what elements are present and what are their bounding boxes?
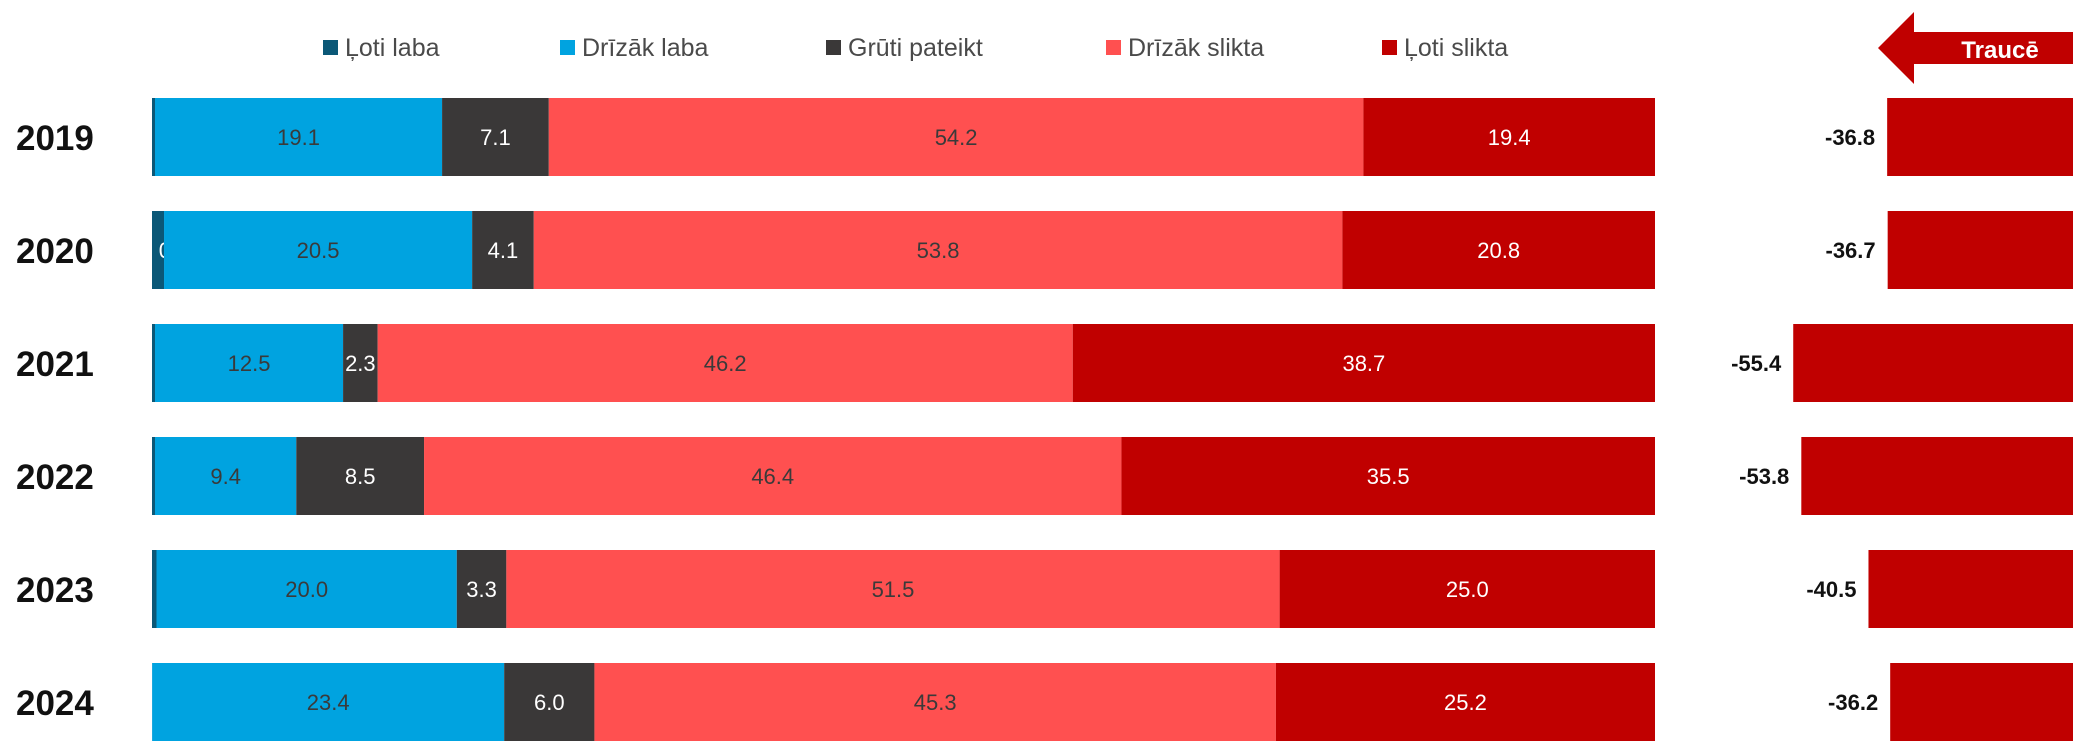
legend-label: Grūti pateikt	[848, 34, 983, 62]
balance-value: -53.8	[1739, 464, 1789, 489]
bar-segment	[156, 550, 457, 628]
balance-bar	[1801, 437, 2073, 515]
balance-bar	[1793, 324, 2073, 402]
balance-value: -36.8	[1825, 125, 1875, 150]
bar-segment	[1121, 437, 1655, 515]
legend-label: Drīzāk slikta	[1128, 34, 1264, 62]
bar-segment	[1275, 663, 1655, 741]
data-label: 9.4	[210, 464, 241, 489]
data-label: 35.5	[1367, 464, 1410, 489]
legend: Ļoti laba Drīzāk laba Grūti pateikt Drīzāk …	[323, 34, 1508, 62]
data-label: 20.0	[285, 577, 328, 602]
bar-segment	[1363, 98, 1655, 176]
legend-swatch	[1382, 40, 1397, 55]
bar-segment	[506, 550, 1280, 628]
bar-segment	[152, 437, 156, 515]
data-label: 53.8	[917, 238, 960, 263]
bar-segment	[152, 324, 156, 402]
data-label: 20.5	[297, 238, 340, 263]
bar-segment	[504, 663, 595, 741]
bar-segment	[472, 211, 534, 289]
balance-arrow-label: Traucē	[1961, 37, 2038, 64]
data-label: 4.1	[488, 238, 519, 263]
bar-segment	[424, 437, 1122, 515]
bar-segment	[152, 550, 157, 628]
balance-bar	[1868, 550, 2073, 628]
bar-segment	[377, 324, 1073, 402]
legend-label: Drīzāk laba	[582, 34, 709, 62]
legend-swatch	[826, 40, 841, 55]
balance-value: -40.5	[1806, 577, 1856, 602]
data-label: 38.7	[1342, 351, 1385, 376]
bar-segment	[343, 324, 378, 402]
data-label: 3.3	[466, 577, 497, 602]
data-label: 46.4	[751, 464, 794, 489]
balance-bar	[1890, 663, 2073, 741]
data-label: 20.8	[1477, 238, 1520, 263]
balance-bars: -36.8 -36.7 -55.4 -53.8 -40.5 -36.2	[1731, 98, 2073, 741]
bar-segment	[456, 550, 507, 628]
balance-value: -36.7	[1826, 238, 1876, 263]
data-label: 6.0	[534, 690, 565, 715]
bar-segment	[155, 437, 297, 515]
data-label: 45.3	[914, 690, 957, 715]
left-arrow-icon	[1878, 12, 2073, 84]
data-label: 19.4	[1488, 125, 1531, 150]
bar-segment	[533, 211, 1343, 289]
data-label: 19.1	[277, 125, 320, 150]
stacked-bars: 20190.219.17.154.219.420200.820.54.153.8…	[16, 98, 1655, 741]
bar-segment	[296, 437, 425, 515]
legend-swatch	[1106, 40, 1121, 55]
bar-segment	[152, 211, 165, 289]
bar-segment	[442, 98, 549, 176]
year-label: 2023	[16, 571, 94, 610]
year-label: 2022	[16, 458, 94, 497]
data-label: 2.3	[345, 351, 376, 376]
data-label: 51.5	[872, 577, 915, 602]
balance-bar	[1887, 98, 2073, 176]
bar-segment	[1279, 550, 1655, 628]
balance-value: -55.4	[1731, 351, 1782, 376]
bar-segment	[152, 98, 156, 176]
data-label: 25.2	[1444, 690, 1487, 715]
balance-arrow: Traucē	[1878, 12, 2073, 84]
bar-segment	[594, 663, 1276, 741]
legend-swatch	[323, 40, 338, 55]
bar-segment	[548, 98, 1364, 176]
data-label: 54.2	[935, 125, 978, 150]
bar-segment	[152, 663, 505, 741]
bar-segment	[164, 211, 473, 289]
legend-label: Ļoti slikta	[1404, 34, 1508, 62]
data-label: 46.2	[704, 351, 747, 376]
year-label: 2019	[16, 119, 94, 158]
data-label: 7.1	[480, 125, 511, 150]
bar-segment	[155, 98, 443, 176]
data-label: 8.5	[345, 464, 376, 489]
bar-segment	[1342, 211, 1655, 289]
legend-label: Ļoti laba	[345, 34, 440, 62]
data-label: 12.5	[228, 351, 271, 376]
balance-bar	[1887, 211, 2073, 289]
year-label: 2020	[16, 232, 94, 271]
bar-segment	[155, 324, 344, 402]
data-label: 23.4	[307, 690, 350, 715]
legend-swatch	[560, 40, 575, 55]
year-label: 2024	[16, 684, 94, 723]
data-label: 25.0	[1446, 577, 1489, 602]
year-label: 2021	[16, 345, 94, 384]
balance-value: -36.2	[1828, 690, 1878, 715]
bar-segment	[1072, 324, 1655, 402]
